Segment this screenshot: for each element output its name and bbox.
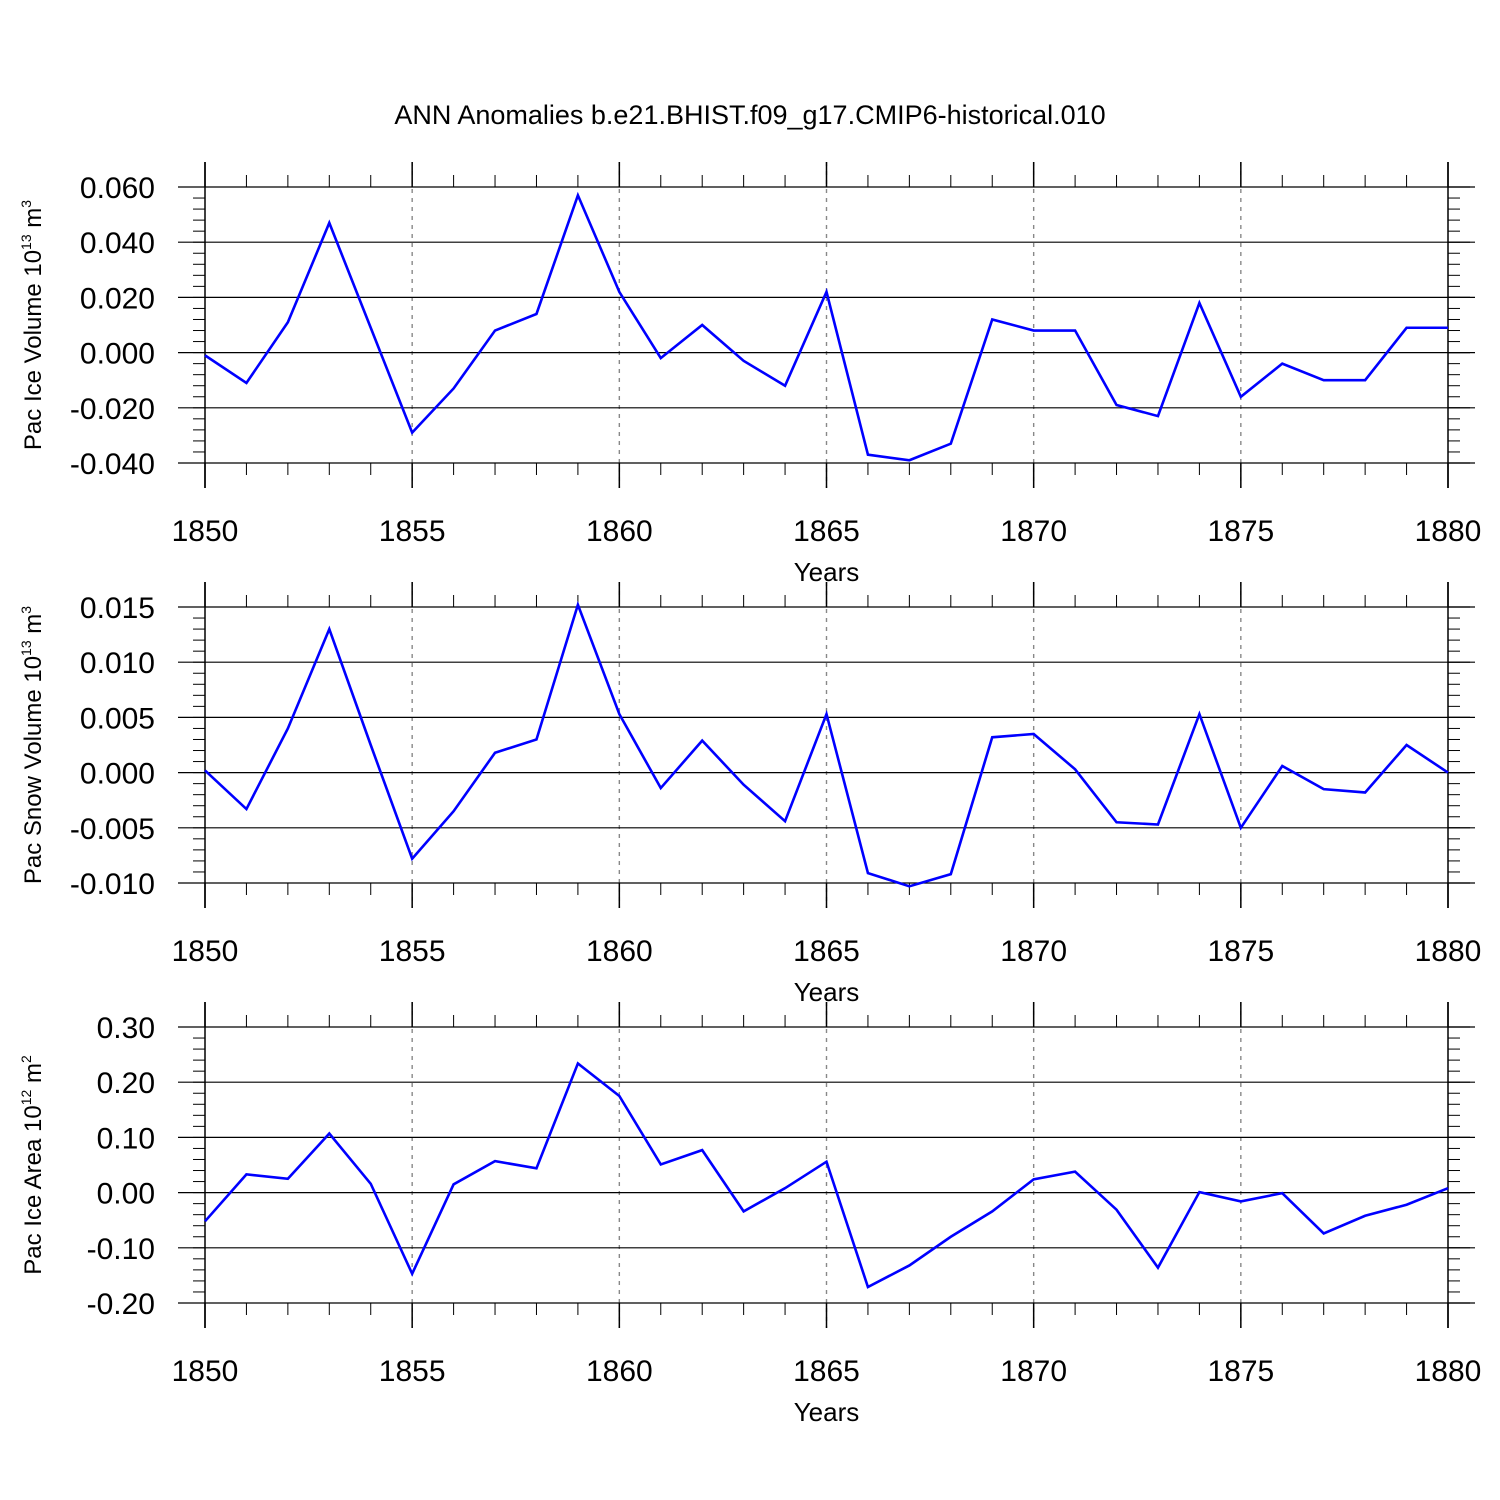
x-tick-label: 1870 (1000, 515, 1067, 548)
x-tick-label: 1870 (1000, 1355, 1067, 1388)
x-tick-label: 1850 (172, 515, 239, 548)
y-tick-label: 0.00 (97, 1178, 155, 1211)
x-tick-label: 1875 (1207, 935, 1274, 968)
y-axis-title-exponent: 2 (18, 1055, 34, 1063)
y-tick-label: 0.30 (97, 1012, 155, 1045)
x-tick-label: 1860 (586, 1355, 653, 1388)
y-tick-label: -0.005 (70, 813, 155, 846)
y-tick-label: 0.015 (80, 592, 155, 625)
y-tick-label: 0.005 (80, 702, 155, 735)
y-tick-label: -0.10 (87, 1233, 155, 1266)
y-axis-title-text: Pac Snow Volume 10 (20, 656, 47, 884)
x-tick-label: 1850 (172, 1355, 239, 1388)
chart-panels: 1850 1855 1860 1865 1870 1875 1880 0.060 0.040 0.… (18, 162, 1481, 1427)
chart-panel-2: 1850 1855 1860 1865 1870 1875 1880 0.015 0.010 0.… (18, 582, 1481, 1007)
x-tick-label: 1880 (1415, 935, 1482, 968)
x-tick-label: 1870 (1000, 935, 1067, 968)
y-tick-label: 0.020 (80, 282, 155, 315)
x-tick-label: 1855 (379, 1355, 446, 1388)
y-tick-label: -0.020 (70, 393, 155, 426)
y-tick-label: -0.040 (70, 448, 155, 481)
y-tick-label: 0.010 (80, 647, 155, 680)
y-axis-title: Pac Snow Volume 1013 m3 (18, 606, 47, 884)
x-tick-label: 1855 (379, 935, 446, 968)
y-tick-label: 0.060 (80, 172, 155, 205)
y-tick-label: 0.10 (97, 1122, 155, 1155)
x-tick-label: 1880 (1415, 515, 1482, 548)
y-tick-label: -0.20 (87, 1288, 155, 1321)
y-tick-label: 0.20 (97, 1067, 155, 1100)
y-tick-label: 0.000 (80, 338, 155, 371)
y-axis-title: Pac Ice Area 1012 m2 (18, 1055, 47, 1275)
y-axis-title-text: Pac Ice Area 10 (20, 1105, 47, 1274)
chart-panel-1: 1850 1855 1860 1865 1870 1875 1880 0.060 0.040 0.… (18, 162, 1481, 587)
y-axis-title-unit: m (20, 208, 47, 235)
chart-panel-3: 1850 1855 1860 1865 1870 1875 1880 0.30 0.20 0.10… (18, 1002, 1481, 1427)
y-axis-title-exponent: 13 (18, 640, 34, 656)
x-tick-label: 1875 (1207, 1355, 1274, 1388)
y-tick-label: 0.040 (80, 227, 155, 260)
y-axis-title-exponent: 3 (18, 606, 34, 614)
x-tick-label: 1860 (586, 515, 653, 548)
y-axis-title-exponent: 13 (18, 234, 34, 250)
y-axis-title-exponent: 3 (18, 200, 34, 208)
y-axis-title-unit: m (20, 614, 47, 641)
y-axis-title-text: Pac Ice Volume 10 (20, 250, 47, 450)
x-tick-label: 1865 (793, 935, 860, 968)
x-tick-label: 1860 (586, 935, 653, 968)
y-tick-label: 0.000 (80, 758, 155, 791)
x-axis-title: Years (794, 1397, 860, 1427)
y-tick-label: -0.010 (70, 868, 155, 901)
figure-title: ANN Anomalies b.e21.BHIST.f09_g17.CMIP6-… (394, 100, 1105, 130)
x-tick-label: 1855 (379, 515, 446, 548)
y-axis-title-exponent: 12 (18, 1090, 34, 1106)
x-tick-label: 1850 (172, 935, 239, 968)
y-axis-title: Pac Ice Volume 1013 m3 (18, 200, 47, 450)
x-tick-label: 1875 (1207, 515, 1274, 548)
x-tick-label: 1880 (1415, 1355, 1482, 1388)
y-axis-title-unit: m (20, 1063, 47, 1090)
x-tick-label: 1865 (793, 1355, 860, 1388)
x-tick-label: 1865 (793, 515, 860, 548)
